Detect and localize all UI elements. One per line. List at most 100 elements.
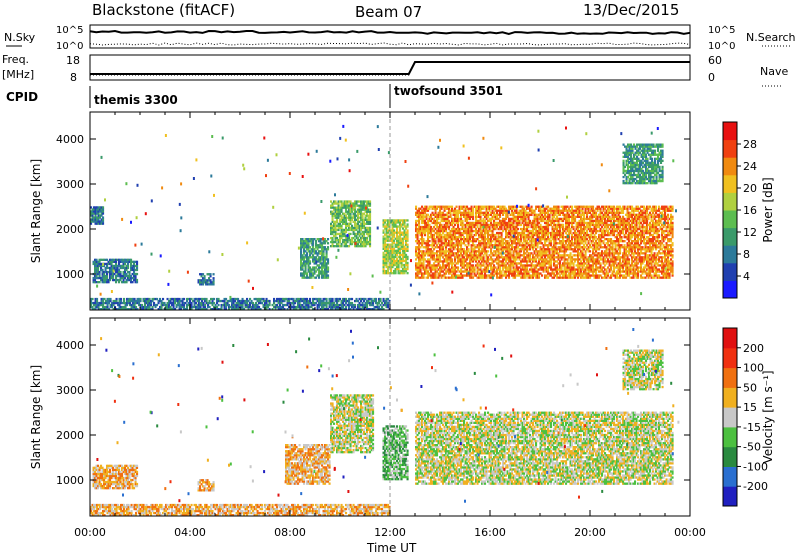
echo-cell <box>598 213 601 216</box>
echo-cell <box>497 236 500 239</box>
echo-cell <box>527 264 530 267</box>
echo-cell <box>333 202 336 205</box>
echo-cell <box>124 270 127 274</box>
echo-cell <box>568 240 571 243</box>
echo-cell <box>416 215 419 218</box>
echo-cell <box>511 254 514 257</box>
echo-cell <box>589 268 592 271</box>
echo-cell <box>339 245 342 248</box>
echo-cell <box>128 270 131 274</box>
echo-cell <box>518 211 521 214</box>
echo-cell <box>369 230 372 234</box>
echo-cell <box>562 217 565 221</box>
echo-cell <box>442 217 445 221</box>
echo-cell <box>541 217 544 221</box>
echo-cell <box>554 240 557 243</box>
echo-cell <box>557 238 560 241</box>
echo-cell <box>390 253 393 257</box>
echo-cell <box>515 274 518 277</box>
echo-cell <box>361 206 364 209</box>
echo-cell <box>322 266 325 269</box>
echo-cell <box>605 268 608 271</box>
echo-cell <box>460 258 463 261</box>
echo-cell <box>505 211 508 214</box>
echo-cell <box>101 258 104 261</box>
echo-cell <box>509 233 512 237</box>
echo-cell <box>434 268 437 271</box>
echo-cell <box>306 272 309 275</box>
echo-cell <box>199 279 202 282</box>
echo-cell <box>604 217 607 221</box>
echo-cell <box>473 221 476 225</box>
echo-cell <box>472 223 475 227</box>
echo-cell <box>319 270 322 273</box>
echo-cell <box>508 260 511 263</box>
echo-cell <box>416 266 419 269</box>
echo-cell <box>496 223 499 227</box>
echo-cell <box>330 210 333 213</box>
echo-cell <box>590 270 593 273</box>
echo-cell <box>470 276 473 279</box>
echo-cell <box>541 250 544 253</box>
echo-cell <box>101 274 104 278</box>
echo-cell <box>590 227 593 231</box>
echo-cell <box>436 270 439 273</box>
echo-cell <box>433 205 436 208</box>
echo-cell <box>469 225 472 229</box>
echo-cell <box>580 264 583 267</box>
echo-cell <box>445 258 448 261</box>
echo-cell <box>466 238 469 241</box>
echo-cell <box>478 244 481 247</box>
echo-cell <box>461 274 464 277</box>
echo-cell <box>500 248 503 251</box>
echo-cell <box>527 260 530 263</box>
echo-cell <box>337 224 340 227</box>
echo-cell <box>437 225 440 229</box>
echo-cell <box>449 272 452 275</box>
echo-cell <box>452 276 455 279</box>
echo-cell <box>493 211 496 214</box>
echo-cell <box>593 270 596 273</box>
echo-cell <box>382 243 385 246</box>
echo-cell <box>425 229 428 233</box>
echo-cell <box>515 217 518 221</box>
echo-cell <box>452 254 455 257</box>
echo-cell <box>581 254 584 257</box>
echo-cell <box>470 264 473 267</box>
echo-cell <box>94 276 97 280</box>
echo-cell <box>532 272 535 275</box>
echo-cell <box>443 240 446 243</box>
echo-cell <box>484 250 487 253</box>
echo-cell <box>406 247 409 250</box>
echo-cell <box>500 211 503 214</box>
echo-cell <box>440 244 443 247</box>
echo-cell <box>340 226 343 230</box>
echo-cell <box>497 233 500 237</box>
echo-cell <box>455 252 458 255</box>
echo-cell <box>313 252 316 255</box>
echo-cell <box>113 272 116 276</box>
echo-cell <box>505 229 508 233</box>
echo-cell <box>436 225 439 229</box>
echo-cell <box>562 213 565 216</box>
echo-cell <box>578 209 581 212</box>
echo-cell <box>479 213 482 216</box>
echo-cell <box>478 272 481 275</box>
echo-cell <box>427 213 430 216</box>
echo-cell <box>388 255 391 259</box>
echo-cell <box>128 258 131 261</box>
echo-cell <box>399 257 402 261</box>
echo-cell <box>369 208 372 211</box>
echo-cell <box>369 210 372 213</box>
echo-cell <box>500 252 503 255</box>
echo-cell <box>599 238 602 241</box>
echo-cell <box>458 209 461 212</box>
echo-cell <box>556 236 559 239</box>
echo-cell <box>550 240 553 243</box>
echo-cell <box>607 211 610 214</box>
echo-cell <box>449 229 452 233</box>
echo-cell <box>569 252 572 255</box>
echo-cell <box>425 225 428 229</box>
echo-cell <box>340 245 343 248</box>
echo-cell <box>470 233 473 237</box>
